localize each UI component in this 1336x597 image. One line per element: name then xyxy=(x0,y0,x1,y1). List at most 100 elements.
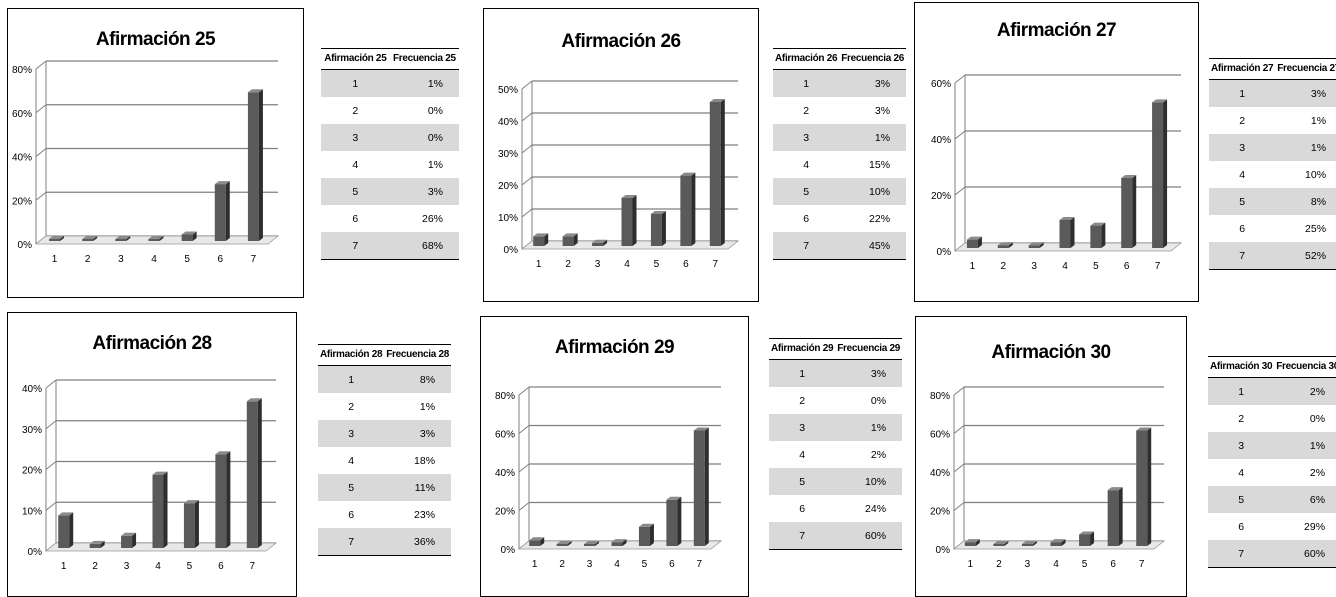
gridline-depth xyxy=(953,502,965,511)
bar-side xyxy=(661,211,666,246)
table-row: 3 1% xyxy=(769,414,903,441)
bar-top xyxy=(82,236,98,239)
bar-front xyxy=(121,535,133,548)
table-cell-category: 6 xyxy=(799,502,806,515)
x-tick-label: 5 xyxy=(184,254,190,265)
bar-top xyxy=(533,233,549,237)
bar-front xyxy=(82,239,94,241)
bar-side xyxy=(977,236,982,248)
table-row: 7 45% xyxy=(773,232,907,260)
bar-side xyxy=(975,539,980,546)
chart-panel-28: Afirmación 28 0% 10% 20% 30% 40% 1 2 3 4 5 6 7 xyxy=(7,312,297,597)
table-cell-category: 6 xyxy=(1239,222,1246,235)
table-cell-category: 7 xyxy=(318,528,385,556)
table-cell-frequency: 10% xyxy=(835,468,903,495)
table-row: 6 29% xyxy=(1208,513,1336,540)
bar xyxy=(183,500,199,548)
gridline-depth xyxy=(518,386,530,396)
bar-front xyxy=(148,238,160,241)
x-tick-label: 4 xyxy=(624,259,630,270)
bar-side xyxy=(720,99,725,246)
bar-side xyxy=(163,471,168,548)
bar-front xyxy=(709,102,721,246)
gridline-depth xyxy=(35,60,47,70)
table-cell-category: 3 xyxy=(773,124,840,151)
table-cell-category: 4 xyxy=(799,448,806,461)
y-tick-label: 20% xyxy=(931,191,951,202)
table-cell-category: 7 xyxy=(773,232,840,260)
table-cell-category: 4 xyxy=(803,158,810,171)
bar-side xyxy=(567,541,572,546)
bar-side xyxy=(540,537,545,546)
gridline-depth xyxy=(521,112,533,122)
table-row: 4 15% xyxy=(773,151,906,178)
table-row: 3 1% xyxy=(773,124,907,151)
bar xyxy=(997,242,1013,248)
table-cell-category: 2 xyxy=(803,104,810,117)
bar-top xyxy=(1028,242,1044,246)
bar xyxy=(246,398,262,548)
bar xyxy=(650,211,666,246)
bar xyxy=(214,181,230,241)
bar-front xyxy=(1121,178,1133,248)
table-cell-category: 3 xyxy=(1208,432,1275,459)
bar xyxy=(152,471,168,548)
gridline-depth xyxy=(521,176,533,186)
bar-top xyxy=(1152,99,1168,103)
table-cell-category: 1 xyxy=(1209,79,1276,107)
table-row: 5 8% xyxy=(1209,188,1336,215)
table-cell-frequency: 0% xyxy=(427,104,443,117)
table-cell-frequency: 8% xyxy=(1275,188,1336,215)
bar-top xyxy=(247,89,263,93)
bar-front xyxy=(1090,225,1102,248)
bar-side xyxy=(622,539,627,546)
table-cell-category: 3 xyxy=(321,124,390,151)
bar xyxy=(556,541,572,546)
gridline-depth xyxy=(954,130,966,140)
bar-front xyxy=(183,503,195,548)
table-row: 3 1% xyxy=(1208,432,1336,459)
frequency-table-grid: Afirmación 28 Frecuencia 28 1 8% 2 1% 3 3% 4 18% 5… xyxy=(318,344,452,556)
bar xyxy=(1152,99,1168,249)
bar-front xyxy=(1028,245,1040,248)
table-row: 4 10% xyxy=(1209,161,1336,188)
bar-top xyxy=(49,235,65,239)
table-cell-category: 7 xyxy=(1208,540,1275,568)
table-cell-frequency: 0% xyxy=(1309,412,1326,425)
bar-top xyxy=(638,523,654,527)
x-tick-label: 6 xyxy=(218,561,224,572)
y-tick-label: 20% xyxy=(22,466,42,477)
y-tick-label: 30% xyxy=(498,149,518,160)
bar xyxy=(82,236,98,241)
table-cell-frequency: 10% xyxy=(839,178,907,205)
bar-top xyxy=(964,539,980,543)
bar-side xyxy=(132,532,137,548)
bar-front xyxy=(1079,534,1091,546)
table-cell-frequency: 36% xyxy=(384,528,452,556)
bar-front xyxy=(638,526,650,546)
y-tick-label: 20% xyxy=(498,181,518,192)
bar-top xyxy=(680,172,696,176)
table-row: 1 2% xyxy=(1208,377,1336,405)
table-row: 2 0% xyxy=(321,97,459,124)
frequency-table-27: Afirmación 27 Frecuencia 27 1 3% 2 1% 3 1% 4 10% 5… xyxy=(1209,58,1336,270)
table-cell-frequency: 18% xyxy=(414,454,436,467)
bar-front xyxy=(1152,102,1164,249)
bar xyxy=(1079,531,1095,546)
table-row: 1 3% xyxy=(773,69,907,97)
x-tick-label: 3 xyxy=(587,559,593,570)
x-tick-label: 3 xyxy=(595,259,601,270)
frequency-table-25: Afirmación 25 Frecuencia 25 1 1% 2 0% 3 0% 4 1% 5 3… xyxy=(321,48,459,260)
table-row: 2 1% xyxy=(318,393,451,420)
frequency-table-grid: Afirmación 27 Frecuencia 27 1 3% 2 1% 3 1% 4 10% 5… xyxy=(1209,58,1336,270)
bar-front xyxy=(152,474,164,548)
gridline-depth xyxy=(45,420,57,430)
bar-front xyxy=(215,454,227,548)
y-tick-label: 0% xyxy=(28,547,43,558)
y-tick-label: 30% xyxy=(22,425,42,436)
bar-top xyxy=(1121,175,1137,178)
bar xyxy=(592,239,608,246)
table-row: 1 3% xyxy=(769,359,903,387)
x-tick-label: 1 xyxy=(970,261,976,272)
y-tick-label: 0% xyxy=(936,545,951,556)
